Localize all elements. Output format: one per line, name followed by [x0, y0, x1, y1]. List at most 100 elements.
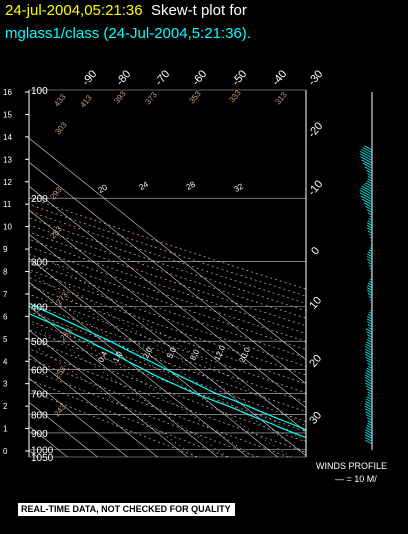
wind-barb [365, 356, 373, 361]
isotherm-label: -30 [306, 68, 325, 88]
dry-adiabat [29, 389, 198, 457]
isotherm-label: 30 [307, 410, 324, 427]
dry-adiabats [29, 197, 306, 457]
dry-adiabat [29, 368, 259, 457]
wind-barb [361, 148, 373, 156]
wind-barb [369, 299, 373, 302]
moist-adiabat-label: 24 [138, 179, 151, 192]
isotherm-line [29, 353, 158, 457]
isotherm-line [29, 377, 128, 457]
station-title: mglass1/class (24-Jul-2004,5:21:36). [5, 25, 251, 42]
dry-adiabat-label: 293 [48, 185, 64, 201]
mixing-ratio-label: 2.0 [141, 346, 154, 360]
wind-barb [370, 307, 373, 309]
isotherm-label: 10 [307, 295, 324, 312]
wind-barb [367, 212, 373, 216]
dry-adiabat [29, 338, 306, 443]
dry-adiabat [29, 261, 306, 359]
wind-barb [368, 296, 373, 299]
isotherm-label: -50 [230, 68, 249, 88]
pressure-label: 100 [31, 86, 48, 97]
wind-barb [370, 305, 373, 307]
wind-barb [364, 379, 373, 385]
wind-barb [367, 178, 373, 182]
pressure-label: 1050 [31, 453, 54, 464]
isotherm-label: 0 [309, 245, 322, 257]
isotherm-line [29, 209, 306, 433]
wind-barb [365, 205, 373, 211]
wind-barb [365, 398, 373, 403]
pressure-label: 600 [31, 366, 48, 377]
wind-barb [364, 145, 373, 151]
isotherm-label: -60 [190, 68, 209, 88]
isotherm-label: -90 [80, 68, 99, 88]
mixing-ratio-label: 8.0 [188, 348, 201, 362]
wind-barb [370, 302, 373, 304]
height-tick-label: 10 [3, 223, 12, 232]
wind-barb [366, 417, 373, 421]
pressure-label: 700 [31, 390, 48, 401]
wind-barb [365, 427, 373, 432]
wind-barb [369, 216, 373, 218]
sounding-traces [29, 302, 306, 438]
height-tick-label: 1 [3, 425, 8, 434]
isobars [29, 89, 306, 458]
isotherm-line [29, 329, 188, 457]
mixing-ratio-label: 20.0 [237, 345, 252, 363]
dry-adiabat-label: 373 [143, 90, 159, 106]
height-tick-label: 8 [3, 268, 8, 277]
dry-adiabat-label: 313 [273, 90, 289, 106]
wind-barb [359, 192, 373, 200]
plot-title: 24-jul-2004,05:21:36 Skew-t plot for [5, 2, 247, 19]
wind-barb [364, 348, 373, 354]
wind-barb [365, 182, 373, 187]
wind-barb [367, 420, 373, 424]
dry-adiabat [29, 217, 306, 312]
dry-adiabat-label: 333 [227, 88, 243, 104]
wind-barb [370, 276, 373, 278]
wind-barb [368, 280, 373, 283]
pressure-label: 1000 [31, 445, 54, 456]
title-date: 24-jul-2004,05:21:36 [5, 2, 143, 19]
wind-barb [368, 311, 373, 315]
wind-barb [361, 185, 373, 192]
pressure-label: 200 [31, 194, 48, 205]
mixing-ratio-lines [29, 261, 306, 457]
isotherm-line [29, 233, 306, 457]
height-tick-label: 15 [3, 110, 12, 119]
wind-barb [365, 439, 373, 445]
dry-adiabat [29, 210, 306, 304]
wind-barb [359, 189, 373, 198]
dry-adiabat [29, 277, 306, 376]
height-tick-label: 11 [3, 200, 12, 209]
isotherm-line [29, 161, 306, 385]
wind-barb [370, 273, 373, 276]
wind-barb [367, 313, 373, 317]
mixing-ratio-line [29, 282, 291, 457]
wind-barb [367, 394, 373, 398]
height-tick-label: 3 [3, 380, 8, 389]
dry-adiabat [29, 348, 306, 453]
wind-barb [362, 198, 373, 205]
dry-adiabat-label: 243 [52, 402, 68, 418]
wind-barb [364, 374, 373, 380]
wind-barb [368, 249, 373, 252]
wind-barb [366, 341, 373, 346]
wind-barb [364, 377, 373, 382]
height-tick-label: 4 [3, 357, 8, 366]
mixing-ratio-line [29, 271, 306, 454]
wind-barb [366, 287, 373, 291]
dry-adiabat [29, 197, 306, 290]
wind-barb [364, 437, 373, 442]
winds-profile-label: WINDS PROFILE [316, 461, 388, 471]
wind-barb [366, 331, 373, 335]
wind-barb [367, 230, 373, 234]
wind-barb [364, 431, 373, 437]
wind-barb [366, 318, 373, 322]
wind-barb [367, 227, 373, 231]
wind-barb [365, 343, 373, 348]
wind-barb [360, 195, 373, 203]
dry-adiabat-label: 433 [52, 92, 68, 108]
wind-barb [360, 187, 373, 195]
